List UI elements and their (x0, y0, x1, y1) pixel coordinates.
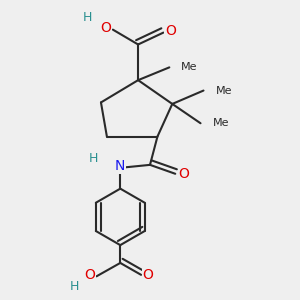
Text: H: H (83, 11, 92, 24)
Text: H: H (88, 152, 98, 165)
Text: Me: Me (212, 118, 229, 128)
Text: H: H (69, 280, 79, 292)
Text: Me: Me (181, 62, 198, 72)
Text: O: O (142, 268, 153, 282)
Text: O: O (165, 24, 176, 38)
Text: N: N (115, 159, 125, 173)
Text: O: O (178, 167, 189, 181)
Text: O: O (84, 268, 95, 282)
Text: Me: Me (215, 85, 232, 96)
Text: O: O (100, 21, 111, 35)
